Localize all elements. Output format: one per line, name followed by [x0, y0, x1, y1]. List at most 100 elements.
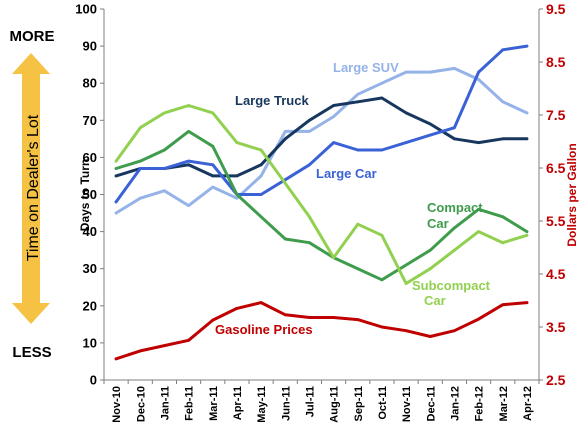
- right-tick-label: 4.5: [546, 266, 566, 282]
- gasoline-prices-point: [235, 307, 239, 310]
- compact-car-point: [259, 215, 263, 219]
- right-tick-label: 8.5: [546, 54, 566, 70]
- large-suv-point: [356, 92, 360, 96]
- compact-car-point: [114, 167, 118, 170]
- large-truck-point: [114, 174, 118, 178]
- large-car-point: [380, 148, 384, 152]
- x-tick-label: Sep-11: [353, 386, 365, 421]
- gasoline-prices-point: [163, 344, 166, 347]
- gasoline-prices-point: [308, 316, 311, 319]
- large-truck-point: [283, 137, 287, 141]
- time-on-lot-arrow: [12, 53, 50, 324]
- subcompact-car-point: [211, 111, 215, 115]
- gasoline-prices-point: [187, 338, 191, 342]
- large-suv-point: [477, 78, 480, 81]
- subcompact-car-point: [259, 148, 263, 152]
- subcompact-car-point: [525, 233, 529, 237]
- compact-car-point: [525, 230, 529, 234]
- right-tick-label: 2.5: [546, 372, 566, 388]
- subcompact-car-point: [308, 215, 311, 219]
- large-suv-point: [187, 204, 191, 208]
- subcompact-car-point: [380, 233, 384, 237]
- large-car-point: [525, 44, 529, 48]
- compact-car-point: [477, 207, 480, 211]
- more-label: MORE: [9, 28, 55, 45]
- gasoline-prices-point: [332, 316, 335, 319]
- right-axis-ticks: 2.5 3.5 4.5 5.5 6.5 7.5 8.5 9.5: [539, 1, 566, 388]
- gasoline-prices-point: [259, 301, 263, 304]
- subcompact-car-point: [501, 241, 505, 245]
- large-suv-point: [283, 130, 287, 133]
- large-truck-point: [525, 137, 529, 141]
- subcompact-car-label-line2: Car: [424, 293, 446, 308]
- large-car-point: [211, 163, 215, 167]
- x-tick-label: Dec-11: [425, 386, 437, 421]
- large-suv-point: [114, 211, 118, 215]
- gasoline-prices-point: [453, 329, 456, 333]
- large-suv-point: [525, 111, 529, 115]
- large-suv-point: [211, 185, 215, 189]
- large-car-point: [308, 163, 311, 167]
- gasoline-prices-point: [501, 303, 505, 307]
- subcompact-car-point: [187, 104, 191, 107]
- compact-car-label-line2: Car: [427, 216, 449, 231]
- large-suv-point: [453, 67, 456, 70]
- x-tick-label: Jun-11: [280, 386, 292, 421]
- large-car-point: [114, 200, 118, 204]
- compact-car-point: [380, 278, 384, 282]
- large-truck-point: [501, 137, 505, 141]
- large-car-point: [163, 167, 166, 170]
- large-car-point: [428, 133, 432, 137]
- large-suv-point: [163, 189, 166, 193]
- compact-car-point: [211, 144, 215, 148]
- large-truck-point: [356, 100, 360, 104]
- subcompact-car-point: [428, 267, 432, 271]
- compact-car-point: [404, 263, 408, 267]
- gasoline-prices-line: [114, 301, 529, 361]
- subcompact-car-point: [453, 248, 456, 252]
- time-on-lot-label: Time on Dealer's Lot: [25, 114, 42, 261]
- subcompact-car-point: [138, 126, 142, 130]
- left-tick-label: 0: [90, 373, 97, 388]
- subcompact-car-point: [235, 141, 239, 145]
- large-car-point: [477, 70, 480, 74]
- compact-car-point: [501, 215, 505, 219]
- large-suv-point: [428, 70, 432, 74]
- large-car-point: [453, 126, 456, 130]
- left-tick-label: 70: [83, 113, 97, 128]
- large-car-point: [332, 141, 335, 145]
- left-tick-label: 30: [83, 261, 97, 276]
- left-axis-ticks: 0 10 20 30 40 50 60 70 80 90 100: [75, 2, 104, 388]
- right-tick-label: 3.5: [546, 319, 566, 335]
- large-suv-point: [235, 196, 239, 200]
- gasoline-prices-point: [114, 357, 118, 361]
- large-car-point: [187, 159, 191, 163]
- subcompact-car-point: [332, 256, 335, 259]
- left-tick-label: 50: [83, 187, 97, 202]
- gasoline-prices-point: [356, 318, 360, 321]
- subcompact-car-line: [114, 104, 529, 285]
- left-tick-label: 90: [83, 39, 97, 54]
- subcompact-car-point: [114, 159, 118, 163]
- gasoline-prices-point: [525, 301, 529, 304]
- large-car-label: Large Car: [316, 166, 377, 181]
- large-truck-point: [187, 163, 191, 167]
- compact-car-point: [428, 248, 432, 252]
- subcompact-car-point: [477, 230, 480, 234]
- large-car-point: [404, 141, 408, 145]
- large-suv-point: [404, 70, 408, 74]
- left-tick-label: 10: [83, 335, 97, 350]
- x-axis-ticks: Nov-10 Dec-10 Jan-11 Feb-11 Mar-11 Apr-11 May-…: [103, 380, 540, 423]
- compact-car-point: [163, 148, 166, 152]
- large-truck-point: [477, 141, 480, 145]
- right-tick-label: 6.5: [546, 160, 566, 176]
- large-truck-line: [114, 96, 529, 178]
- x-tick-label: May-11: [256, 386, 268, 423]
- gasoline-prices-label: Gasoline Prices: [215, 322, 313, 337]
- large-truck-point: [235, 174, 239, 178]
- x-tick-label: Aug-11: [329, 386, 341, 423]
- large-suv-point: [380, 81, 384, 85]
- large-suv-point: [259, 174, 263, 178]
- gasoline-prices-point: [477, 317, 480, 321]
- x-tick-label: Feb-12: [474, 386, 486, 421]
